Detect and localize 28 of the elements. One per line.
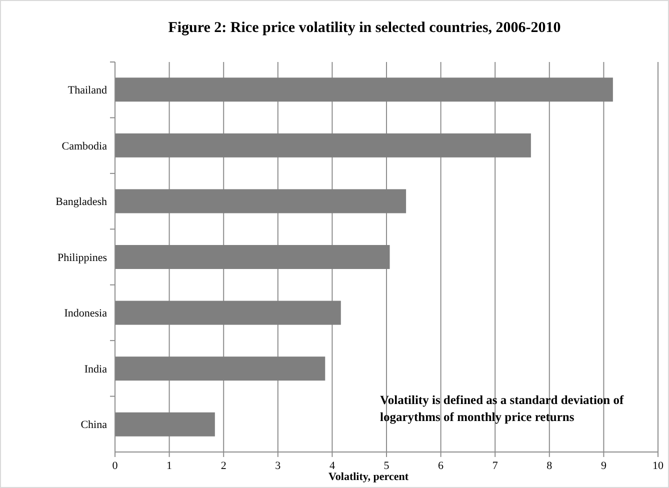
y-tick-label: Cambodia xyxy=(62,140,108,152)
bar xyxy=(115,412,215,436)
bar xyxy=(115,133,531,158)
y-tick-label: Indonesia xyxy=(64,308,108,320)
x-tick-label: 5 xyxy=(384,460,390,472)
x-tick-label: 6 xyxy=(438,460,444,472)
y-tick-label: Philippines xyxy=(57,252,107,264)
x-tick-label: 7 xyxy=(492,460,498,472)
y-tick-label: Thailand xyxy=(68,84,108,96)
x-tick-label: 1 xyxy=(166,460,172,472)
bar xyxy=(115,300,341,325)
bar xyxy=(115,189,406,214)
x-tick-label: 4 xyxy=(329,460,336,472)
x-axis-title: Volatlity, percent xyxy=(328,471,409,483)
bar xyxy=(115,78,613,102)
x-tick-label: 2 xyxy=(220,460,226,472)
x-tick-label: 0 xyxy=(112,460,118,472)
chart-title: Figure 2: Rice price volatility in selected countries, 2006-2010 xyxy=(168,20,561,36)
x-tick-label: 3 xyxy=(275,460,282,472)
bar xyxy=(115,356,326,381)
bar xyxy=(115,245,390,269)
y-tick-label: India xyxy=(84,363,108,376)
y-tick-label: China xyxy=(80,419,108,432)
y-tick-label: Bangladesh xyxy=(56,196,108,208)
x-tick-label: 10 xyxy=(652,460,664,472)
annotation: Volatility is defined as a standard deviation of logarythms of monthly price returns xyxy=(380,393,624,424)
x-tick-label: 9 xyxy=(600,460,607,472)
x-tick-label: 8 xyxy=(546,460,553,472)
